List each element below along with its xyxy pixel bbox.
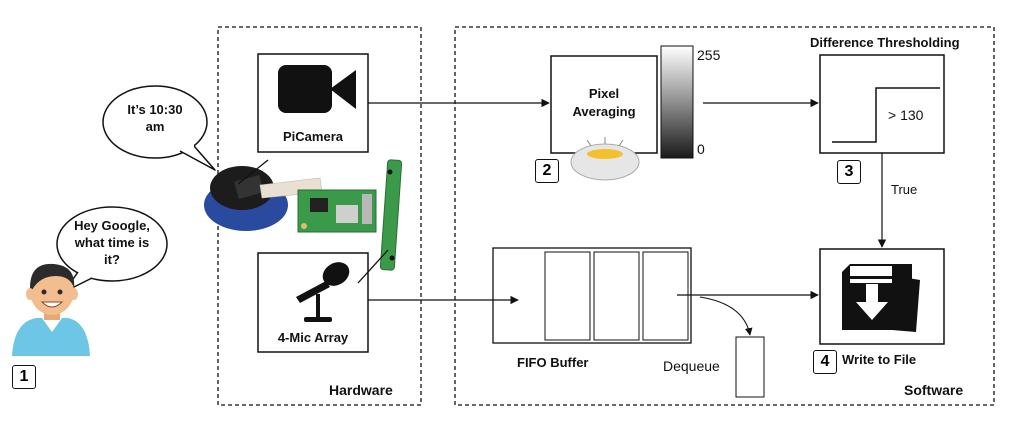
pixel-averaging-box (550, 55, 658, 154)
file-download-icon (842, 264, 920, 332)
video-camera-icon (278, 65, 356, 113)
mic-array-box (257, 252, 369, 353)
true-label: True (891, 182, 918, 197)
grayscale-scale-bar (660, 45, 694, 159)
arrow-dequeue (699, 296, 753, 336)
fifo-slot-3 (642, 251, 689, 341)
user-speech-line1: Hey Google, (74, 218, 150, 233)
threshold-box (819, 54, 945, 154)
assistant-speech-line2: am (145, 119, 165, 134)
software-group (454, 26, 995, 406)
user-speech-line3: it? (104, 252, 120, 267)
mic-array-label: 4-Mic Array (277, 330, 349, 345)
assistant-speech-bubble (102, 85, 216, 171)
raspberry-pi-hardware-image (204, 159, 403, 284)
fifo-slot-2 (593, 251, 640, 341)
fifo-slot-1 (544, 251, 591, 341)
step-badge-2: 2 (535, 159, 559, 183)
software-title: Software (904, 382, 964, 398)
dequeue-slot (735, 336, 765, 398)
write-to-file-label: Write to File (842, 352, 917, 367)
scale-min-label: 0 (697, 141, 705, 157)
google-home-speaker-icon (570, 137, 640, 181)
step-badge-1: 1 (12, 365, 36, 389)
threshold-value: > 130 (888, 107, 924, 123)
user-avatar (12, 263, 90, 356)
step-badge-4: 4 (813, 350, 837, 374)
step-function-curve (832, 87, 940, 143)
hardware-title: Hardware (329, 382, 393, 398)
dequeue-label: Dequeue (663, 358, 720, 374)
threshold-title: Difference Thresholding (810, 35, 960, 50)
fifo-buffer-label: FIFO Buffer (517, 355, 589, 370)
assistant-speech-line1: It’s 10:30 (127, 102, 183, 117)
user-speech-line2: what time is (74, 235, 150, 250)
step-badge-3: 3 (837, 160, 861, 184)
microphone-icon (296, 262, 350, 322)
picamera-label: PiCamera (283, 129, 343, 144)
scale-max-label: 255 (697, 47, 721, 63)
pixel-averaging-label-line2: Averaging (572, 104, 636, 119)
pixel-averaging-label-line1: Pixel (588, 86, 620, 101)
